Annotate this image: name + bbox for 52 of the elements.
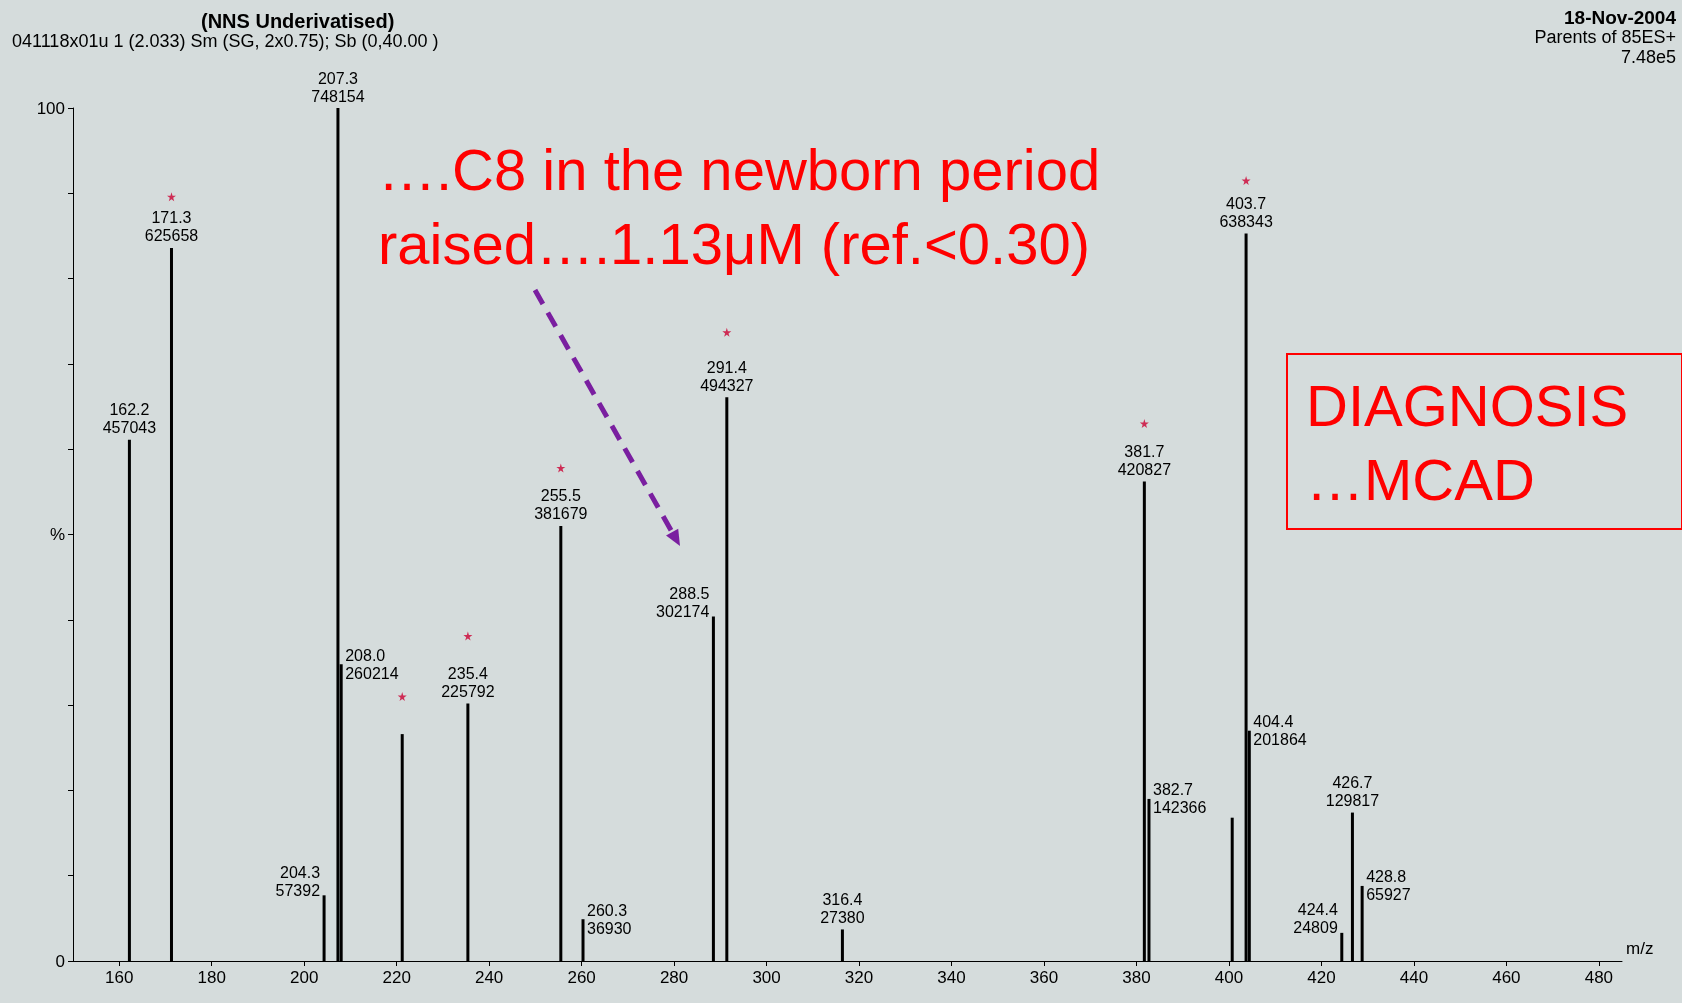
chart-title: (NNS Underivatised) (201, 10, 395, 32)
point (556, 463, 566, 473)
x-tick-label: 280 (659, 968, 689, 987)
x-tick-label: 200 (290, 968, 319, 987)
x-axis-title: m/z (1626, 939, 1654, 958)
point (166, 192, 176, 202)
y-tick-label: 100 (36, 98, 65, 118)
chart-subtitle: 041118x01u 1 (2.033) Sm (SG, 2x0.75); Sb (0,40.00 ) (12, 31, 439, 51)
annotation: 428.8 65927 (1366, 868, 1411, 904)
point (722, 327, 732, 337)
x-tick-label: 260 (567, 968, 596, 987)
x-tick-label: 180 (197, 968, 226, 987)
y-tick-label: % (49, 525, 65, 544)
annotation: 208.0 260214 (345, 646, 399, 682)
annotation: 260.3 36930 (587, 901, 632, 937)
x-tick-label: 420 (1307, 968, 1336, 987)
annotation: 316.4 27380 (820, 890, 865, 926)
annotation: ….C8 in the newborn period raised….1.13μM (ref.<0.30) (378, 136, 1101, 276)
x-tick-label: 340 (937, 968, 966, 987)
annotation: 404.4 201864 (1253, 713, 1307, 749)
annotation: DIAGNOSIS …MCAD (1306, 372, 1629, 512)
x-tick-label: 400 (1214, 968, 1244, 987)
annotation: 235.4 225792 (441, 664, 495, 700)
annotation: 291.4 494327 (700, 358, 754, 394)
x-tick-label: 440 (1399, 968, 1429, 987)
annotation: 204.3 57392 (275, 863, 321, 899)
text: Parents of 85ES+ (1534, 27, 1676, 47)
annotation: 424.4 24809 (1293, 901, 1338, 937)
point (1139, 419, 1149, 429)
x-tick-label: 300 (752, 968, 781, 987)
x-tick-label: 480 (1584, 968, 1614, 987)
point (1241, 176, 1251, 186)
x-tick-label: 320 (844, 968, 874, 987)
x-tick-label: 380 (1122, 968, 1151, 987)
annotation: 162.2 457043 (102, 401, 157, 437)
annotation: 255.5 381679 (534, 487, 588, 523)
annotation: 288.5 302174 (656, 584, 710, 620)
x-tick-label: 460 (1492, 968, 1521, 987)
point (463, 631, 473, 641)
text: 18-Nov-2004 (1564, 7, 1677, 28)
x-tick-label: 360 (1029, 968, 1059, 987)
annotation: 381.7 420827 (1117, 443, 1172, 479)
x-tick-label: 160 (105, 968, 134, 987)
text: 7.48e5 (1620, 47, 1677, 67)
annotation: 382.7 142366 (1152, 781, 1207, 817)
annotation: 207.3 748154 (311, 69, 365, 105)
annotation: 403.7 638343 (1219, 194, 1273, 230)
x-tick-label: 240 (474, 968, 504, 987)
x-tick-label: 220 (382, 968, 411, 987)
y-tick-label: 0 (55, 951, 65, 971)
annotation: 426.7 129817 (1325, 774, 1380, 810)
annotation: 171.3 625658 (144, 209, 199, 245)
